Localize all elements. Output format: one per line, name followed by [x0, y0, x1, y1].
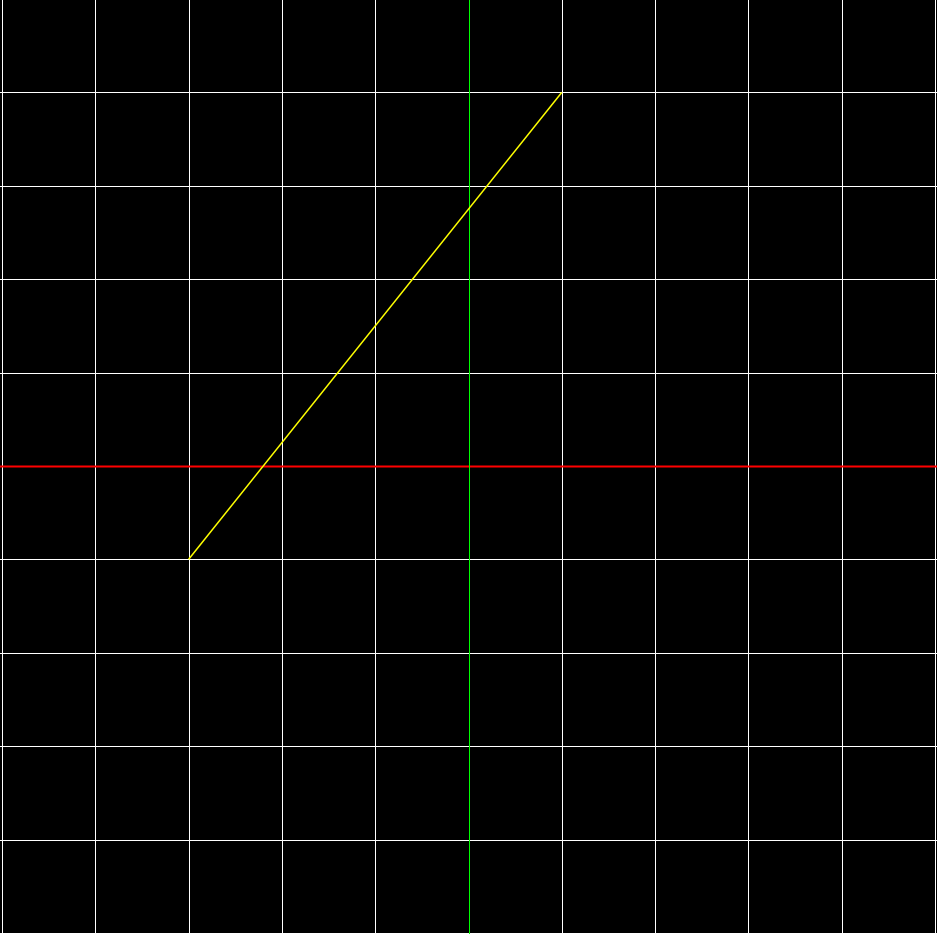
series-lines: [188, 91, 563, 560]
series-line-1: [188, 91, 563, 560]
